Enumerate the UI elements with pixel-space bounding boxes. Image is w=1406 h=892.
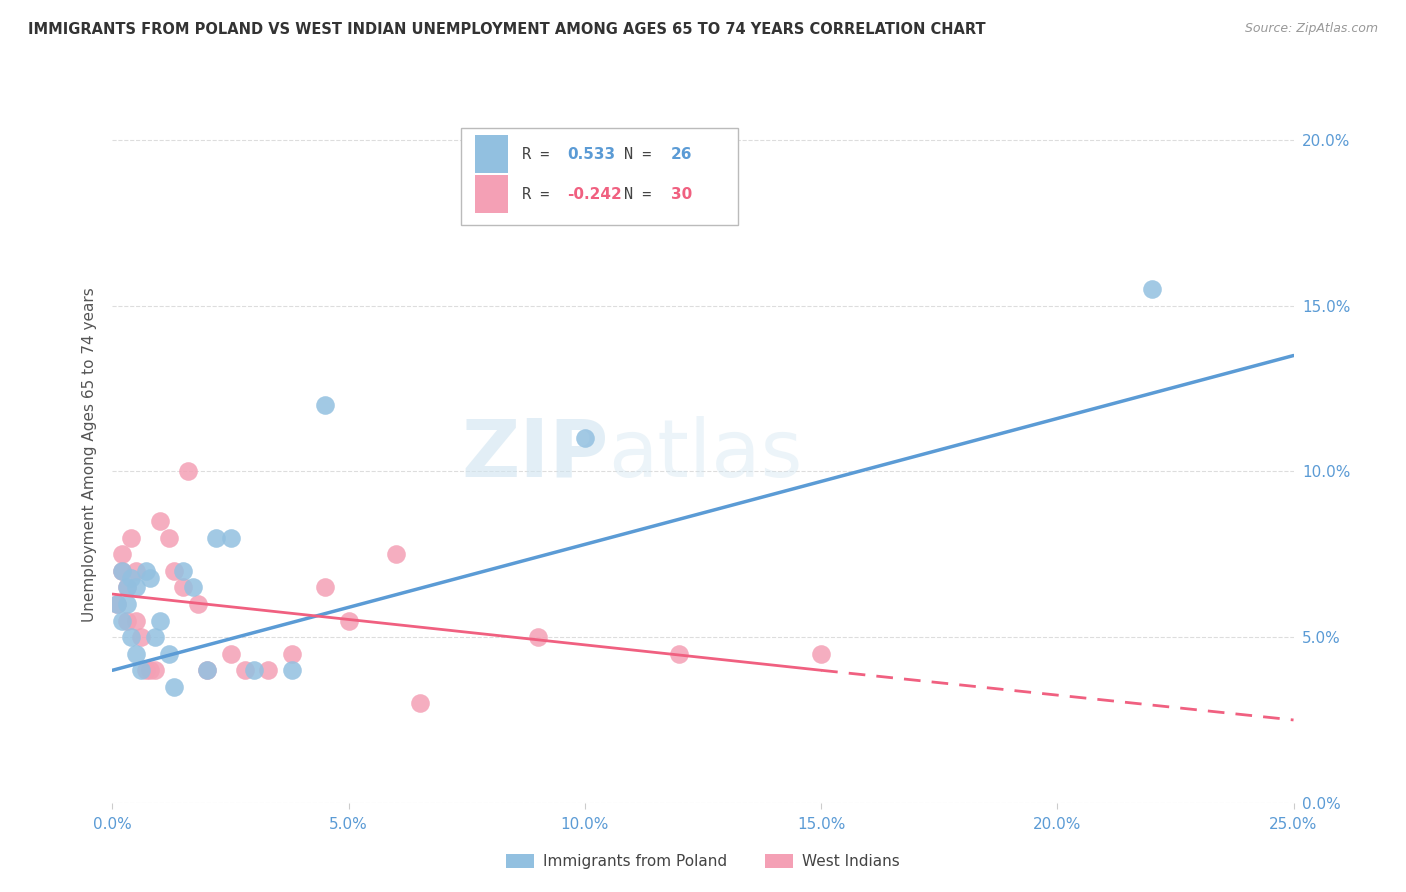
Point	[314, 581, 336, 595]
Point	[1140, 282, 1163, 296]
Point	[111, 614, 134, 628]
Point	[385, 547, 408, 561]
FancyBboxPatch shape	[461, 128, 738, 226]
Point	[139, 570, 162, 584]
Legend: Immigrants from Poland, West Indians: Immigrants from Poland, West Indians	[501, 847, 905, 875]
Point	[281, 647, 304, 661]
Point	[115, 581, 138, 595]
Text: ZIP: ZIP	[461, 416, 609, 494]
Point	[120, 531, 142, 545]
Point	[163, 680, 186, 694]
Point	[574, 431, 596, 445]
Point	[219, 647, 242, 661]
Point	[281, 663, 304, 677]
Point	[120, 570, 142, 584]
Point	[125, 614, 148, 628]
Point	[172, 581, 194, 595]
Point	[257, 663, 280, 677]
Text: IMMIGRANTS FROM POLAND VS WEST INDIAN UNEMPLOYMENT AMONG AGES 65 TO 74 YEARS COR: IMMIGRANTS FROM POLAND VS WEST INDIAN UN…	[28, 22, 986, 37]
Point	[149, 514, 172, 528]
Point	[135, 663, 157, 677]
Point	[111, 547, 134, 561]
Point	[195, 663, 218, 677]
Point	[157, 647, 180, 661]
Text: N =: N =	[624, 186, 661, 202]
Text: 0.533: 0.533	[567, 147, 616, 161]
Point	[135, 564, 157, 578]
Point	[314, 398, 336, 412]
Point	[181, 581, 204, 595]
Point	[526, 630, 548, 644]
Point	[115, 597, 138, 611]
Text: -0.242: -0.242	[567, 186, 621, 202]
Point	[129, 630, 152, 644]
Point	[105, 597, 128, 611]
Text: Source: ZipAtlas.com: Source: ZipAtlas.com	[1244, 22, 1378, 36]
Point	[408, 697, 430, 711]
Point	[195, 663, 218, 677]
Point	[337, 614, 360, 628]
Point	[115, 614, 138, 628]
Point	[143, 663, 166, 677]
Text: atlas: atlas	[609, 416, 803, 494]
Point	[668, 647, 690, 661]
Text: R =: R =	[522, 186, 558, 202]
Point	[810, 647, 832, 661]
Text: N =: N =	[624, 147, 661, 161]
Point	[163, 564, 186, 578]
Point	[172, 564, 194, 578]
Point	[149, 614, 172, 628]
Point	[115, 581, 138, 595]
Point	[125, 564, 148, 578]
Point	[177, 465, 200, 479]
Point	[243, 663, 266, 677]
Bar	[475, 175, 508, 213]
Point	[219, 531, 242, 545]
Point	[233, 663, 256, 677]
Point	[105, 597, 128, 611]
Point	[125, 581, 148, 595]
Text: 30: 30	[671, 186, 692, 202]
Point	[120, 630, 142, 644]
Text: R =: R =	[522, 147, 558, 161]
Point	[111, 564, 134, 578]
Point	[129, 663, 152, 677]
Point	[157, 531, 180, 545]
Point	[139, 663, 162, 677]
Point	[125, 647, 148, 661]
Text: 26: 26	[671, 147, 693, 161]
Point	[143, 630, 166, 644]
Point	[111, 564, 134, 578]
Point	[205, 531, 228, 545]
Y-axis label: Unemployment Among Ages 65 to 74 years: Unemployment Among Ages 65 to 74 years	[82, 287, 97, 623]
Bar	[475, 136, 508, 173]
Point	[186, 597, 208, 611]
